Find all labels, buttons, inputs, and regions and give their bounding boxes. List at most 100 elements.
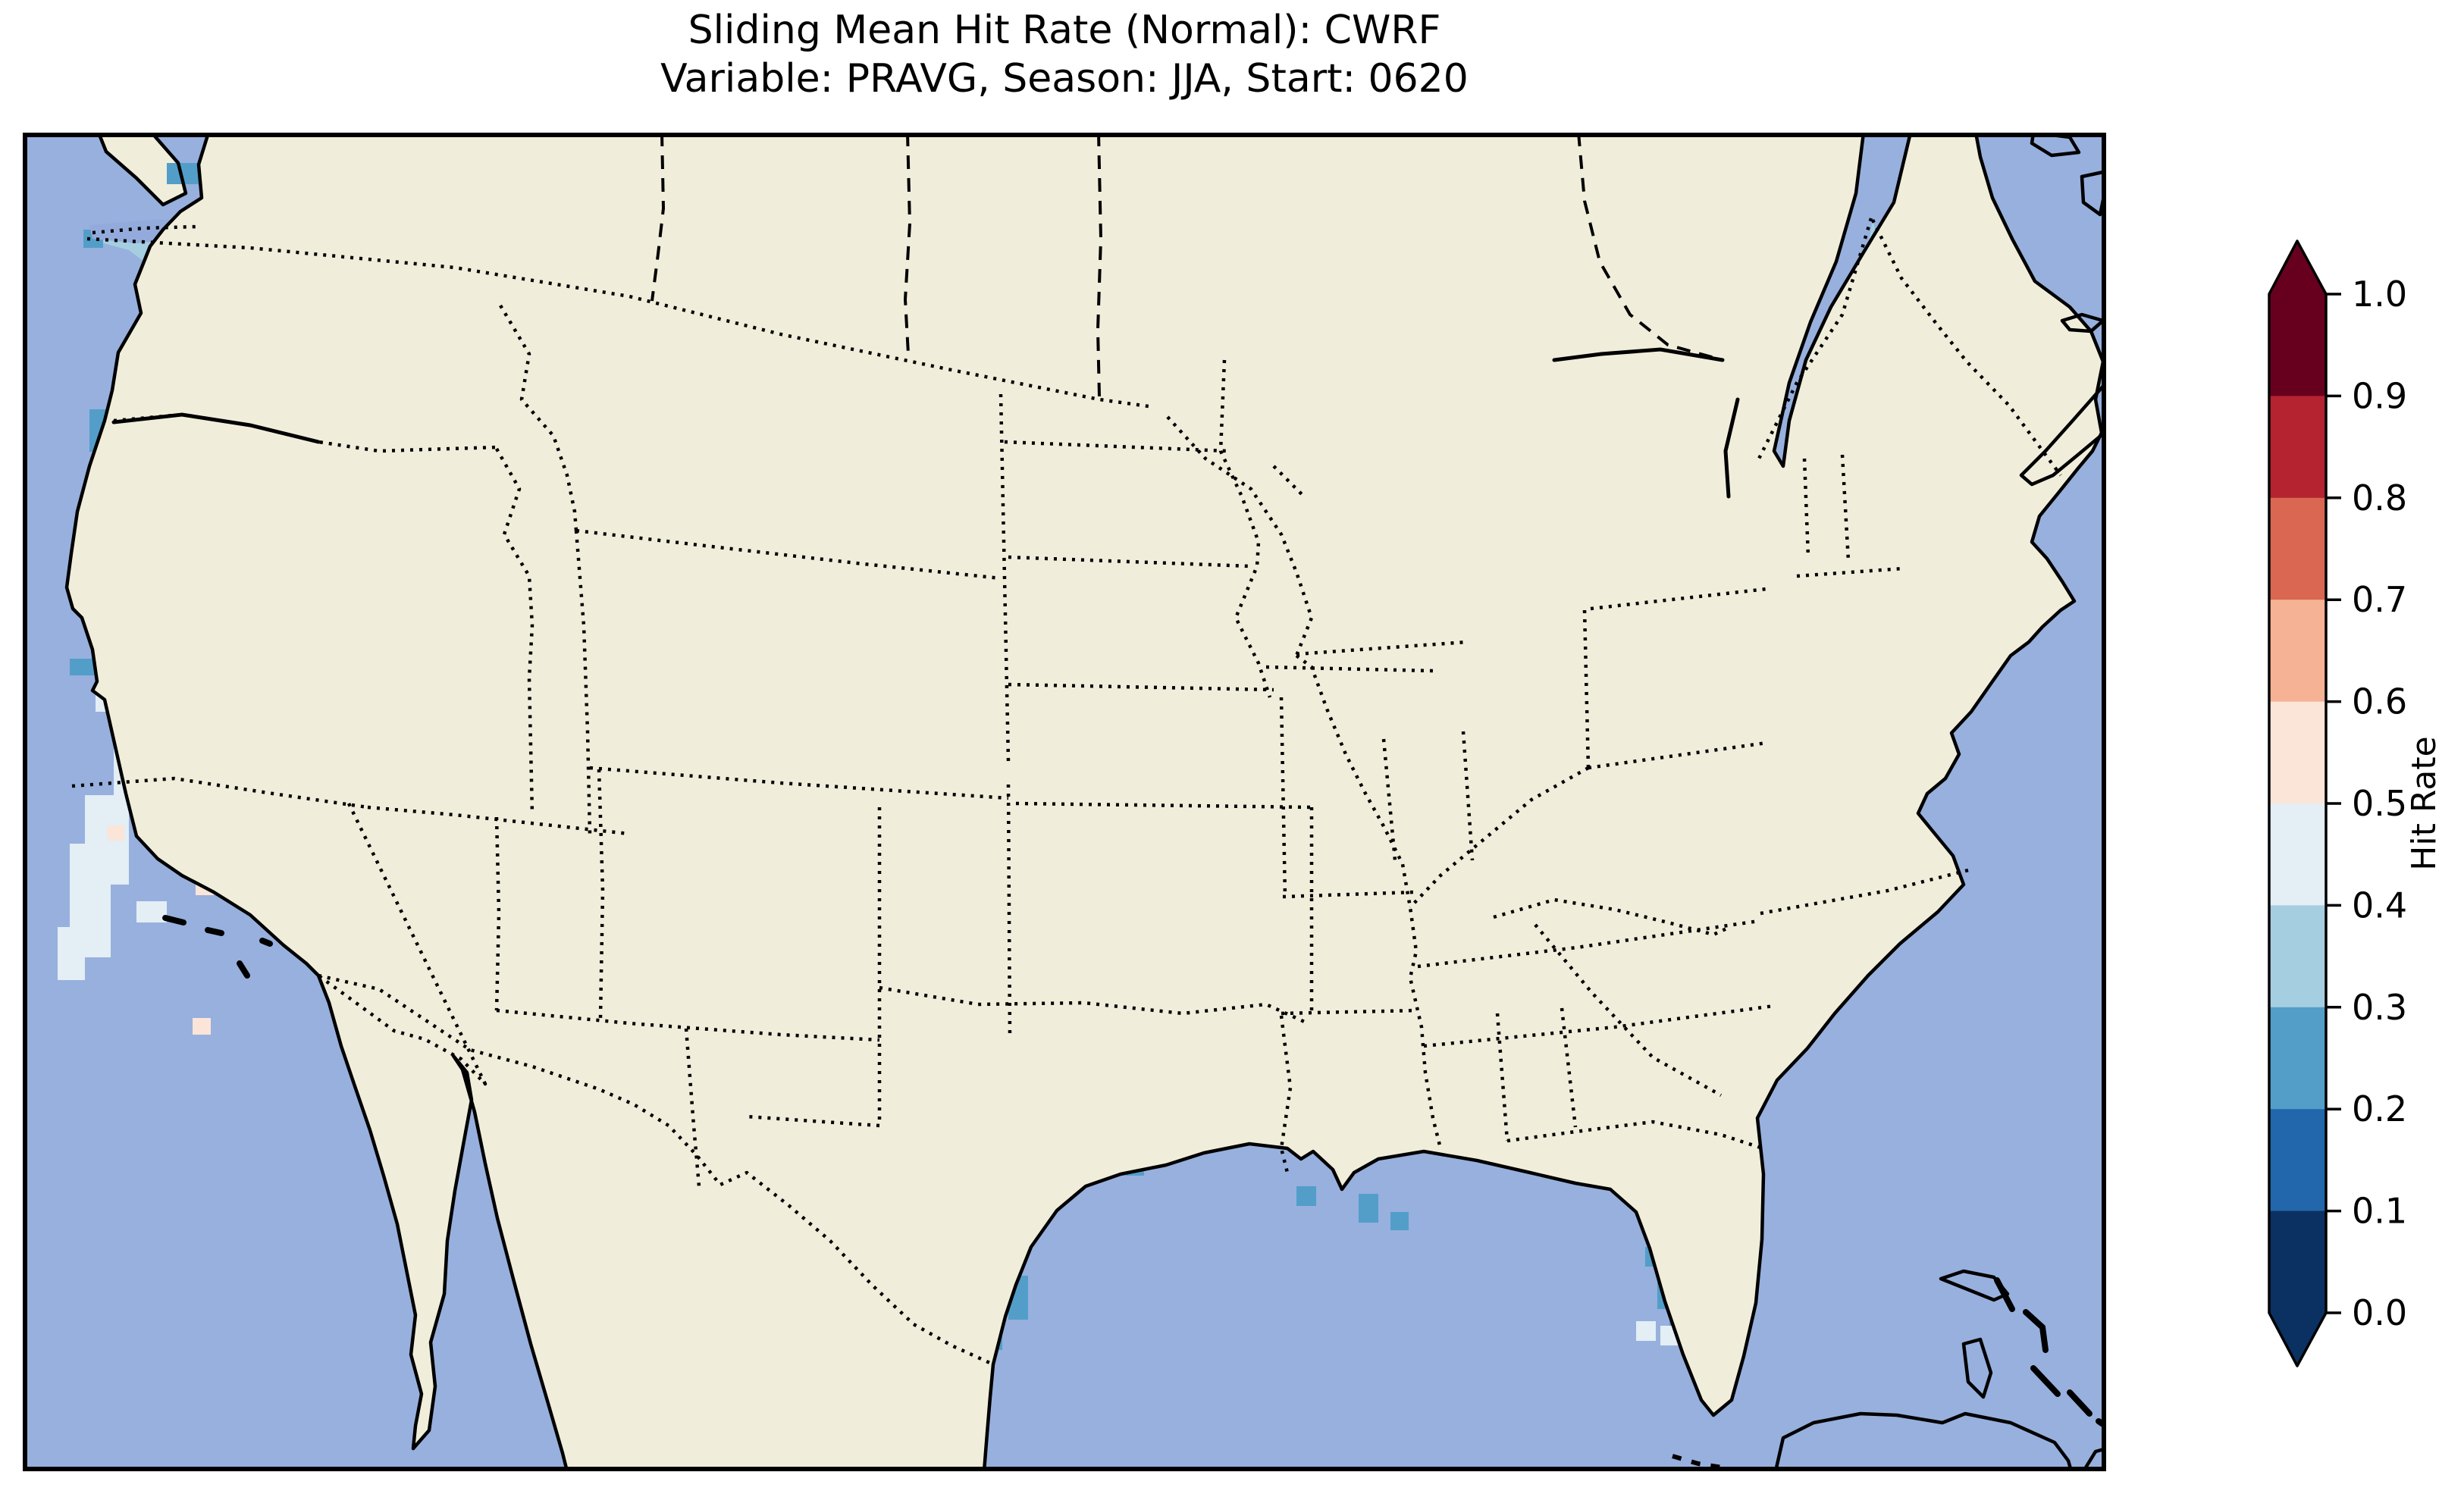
nova-scotia — [2019, 381, 2106, 487]
maine-new-brunswick-border — [1870, 219, 2062, 477]
state-border-mt-south — [575, 528, 1002, 581]
colorbar: 1.0 0.9 0.8 0.7 0.6 0.5 0.4 0.3 0.2 0.1 0.0 Hit Ra… — [2268, 240, 2444, 1367]
colorbar-segment — [2269, 701, 2326, 804]
vancouver-island — [99, 133, 186, 205]
grand-bahama-abaco — [1939, 1269, 2010, 1302]
channel-island-2 — [205, 927, 224, 936]
vancouver-island-coast — [96, 133, 188, 207]
figure-title-line2: Variable: PRAVG, Season: JJA, Start: 062… — [660, 56, 1469, 102]
prince-edward-island — [2060, 312, 2105, 334]
state-border-nd-sd — [1004, 440, 1229, 453]
state-border-il-in — [1381, 738, 1397, 861]
state-border-tx-panhandle — [746, 807, 882, 1128]
eleuthera-island — [2023, 1309, 2049, 1353]
colorbar-tick-label: 1.0 — [2352, 274, 2407, 315]
colorbar-segment — [2269, 600, 2326, 703]
colorbar-over-arrow — [2269, 241, 2326, 294]
colorbar-segment — [2269, 1109, 2326, 1212]
state-border-ms-al — [1495, 1013, 1509, 1142]
colorbar-segment — [2269, 1211, 2326, 1314]
hit-rate-cell — [193, 1018, 211, 1035]
channel-island-3 — [237, 960, 250, 979]
state-border-id-mt — [499, 304, 578, 531]
colorbar-segments — [2269, 294, 2326, 1314]
state-border-mn-wi — [1166, 415, 1314, 656]
hit-rate-cell — [1636, 1321, 1656, 1341]
state-border-ny-pa — [1590, 587, 1767, 611]
hit-rate-cell — [1296, 1186, 1316, 1206]
state-border-ca-nv-az — [317, 803, 487, 1086]
islands — [162, 133, 2106, 1471]
state-border-nc-sc — [1493, 897, 1731, 937]
state-border-wa-or — [113, 412, 497, 453]
province-border-on-qc — [1577, 133, 1723, 362]
colorbar-segment — [2269, 497, 2326, 601]
hispaniola-fragment — [2081, 1446, 2106, 1471]
state-border-ia-mo — [1265, 665, 1434, 673]
colorbar-tick-label: 0.8 — [2352, 478, 2407, 518]
long-island-bahamas — [2067, 1389, 2093, 1417]
state-border-tn-south — [1423, 1004, 1775, 1048]
cuba — [1773, 1411, 2074, 1471]
state-border-mn-west — [1218, 359, 1272, 698]
colorbar-tick-label: 0.0 — [2352, 1292, 2407, 1333]
map-panel — [23, 133, 2106, 1471]
figure-title-line1: Sliding Mean Hit Rate (Normal): CWRF — [688, 8, 1441, 53]
channel-island-4 — [259, 938, 273, 947]
state-border-la-tx — [1279, 1015, 1293, 1173]
colorbar-tick-label: 0.2 — [2352, 1088, 2407, 1129]
state-border-mt-east — [998, 393, 1011, 763]
colorbar-tick-label: 0.9 — [2352, 375, 2407, 416]
ottawa-river — [1552, 347, 1725, 362]
bahama-chains — [162, 915, 2106, 1427]
state-border-az-nm — [684, 1028, 701, 1187]
hit-rate-cell — [108, 825, 124, 841]
state-border-co-east — [1006, 784, 1012, 1039]
lake-champlain — [1723, 397, 1740, 499]
state-border-red-river — [879, 985, 1309, 1026]
hit-rate-cell — [70, 659, 97, 675]
colorbar-panel: 1.0 0.9 0.8 0.7 0.6 0.5 0.4 0.3 0.2 0.1 0.0 Hit Ra… — [2244, 227, 2464, 1410]
exuma-island — [2030, 1365, 2061, 1397]
andros-island — [1961, 1337, 1993, 1399]
colorbar-ticks: 1.0 0.9 0.8 0.7 0.6 0.5 0.4 0.3 0.2 0.1 0.0 — [2326, 274, 2407, 1333]
channel-island-1 — [162, 915, 187, 926]
figure-title: Sliding Mean Hit Rate (Normal): CWRF Var… — [23, 6, 2106, 103]
colorbar-axis-label: Hit Rate — [2405, 736, 2444, 870]
state-border-vt-nh — [1802, 458, 1810, 558]
political-borders — [71, 133, 2062, 1367]
colorbar-segment — [2269, 396, 2326, 499]
state-border-in-oh — [1461, 731, 1475, 861]
state-border-mason-dixon — [1588, 741, 1767, 770]
state-border-id-west — [495, 447, 534, 816]
colorbar-segment — [2269, 905, 2326, 1008]
state-border-ks-ok — [1015, 801, 1312, 810]
colorbar-tick-label: 0.3 — [2352, 987, 2407, 1028]
colorbar-tick-label: 0.6 — [2352, 681, 2407, 722]
abaco-arc — [1994, 1277, 2015, 1312]
province-border-mb-on — [1096, 133, 1103, 397]
state-border-mo-west — [1279, 697, 1287, 897]
colorbar-tick-label: 0.5 — [2352, 783, 2407, 824]
hit-rate-cell — [136, 901, 167, 922]
hit-rate-cell — [58, 927, 85, 980]
state-border-lat41 — [589, 766, 1009, 800]
hit-rate-cell — [1359, 1194, 1378, 1223]
state-border-wi-il — [1296, 640, 1468, 656]
state-border-ne-ks — [1008, 682, 1274, 692]
us-canada-border — [86, 236, 1155, 409]
state-border-sd-ne — [1008, 555, 1252, 568]
colorbar-segment — [2269, 294, 2326, 397]
state-border-mo-ar — [1282, 890, 1415, 899]
state-border-fl-north — [1506, 1120, 1763, 1151]
province-border-sk-mb — [903, 133, 912, 355]
conus-map — [23, 133, 2106, 1471]
hit-rate-cell — [1390, 1212, 1409, 1230]
colorbar-tick-label: 0.7 — [2352, 579, 2407, 620]
map-frame — [23, 133, 2106, 1471]
state-border-lat37 — [496, 1008, 880, 1042]
state-border-va-nc — [1760, 867, 1972, 916]
colorbar-segment — [2269, 1007, 2326, 1110]
colorbar-under-arrow — [2269, 1313, 2326, 1366]
